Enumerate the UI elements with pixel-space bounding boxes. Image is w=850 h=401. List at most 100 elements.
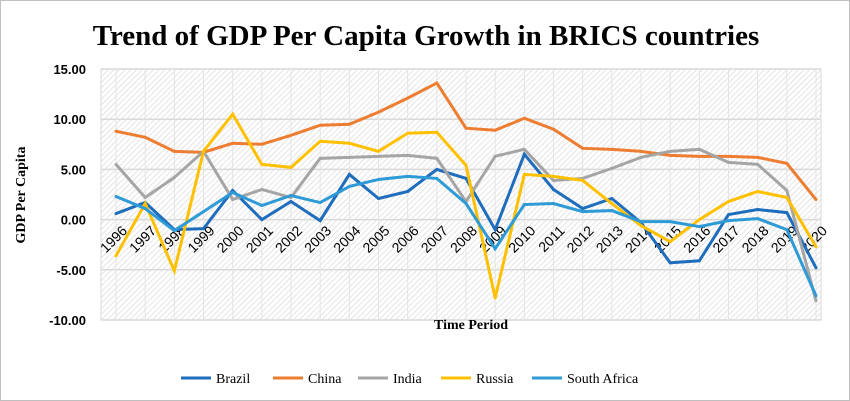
- legend-label: China: [308, 372, 342, 387]
- legend-label: India: [393, 372, 423, 387]
- data-point: [639, 220, 643, 224]
- legend-item: Brazil: [181, 372, 250, 387]
- data-point: [114, 129, 118, 133]
- data-point: [260, 204, 264, 208]
- data-point: [581, 210, 585, 214]
- data-point: [785, 196, 789, 200]
- data-point: [260, 142, 264, 146]
- data-point: [202, 149, 205, 153]
- data-point: [172, 149, 176, 153]
- data-point: [260, 162, 264, 166]
- data-point: [727, 154, 730, 158]
- data-point: [318, 156, 322, 160]
- data-point: [697, 154, 701, 158]
- data-point: [377, 197, 380, 201]
- data-point: [231, 112, 235, 116]
- data-point: [668, 153, 672, 157]
- data-point: [143, 196, 147, 200]
- data-point: [697, 147, 701, 151]
- data-point: [464, 126, 468, 130]
- data-point: [231, 190, 235, 194]
- x-axis-label: Time Period: [434, 318, 508, 333]
- data-point: [785, 211, 789, 215]
- data-point: [756, 217, 760, 221]
- data-point: [814, 266, 818, 270]
- data-point: [289, 194, 293, 198]
- legend-item: Russia: [441, 372, 514, 387]
- y-tick-label: 15.00: [53, 62, 86, 77]
- data-point: [406, 153, 410, 157]
- data-point: [406, 96, 410, 100]
- data-point: [493, 296, 497, 300]
- data-point: [668, 240, 672, 244]
- data-point: [727, 219, 730, 223]
- data-point: [581, 146, 585, 150]
- data-point: [172, 269, 176, 273]
- data-point: [756, 162, 760, 166]
- legend-item: South Africa: [532, 372, 639, 387]
- data-point: [493, 247, 497, 251]
- data-point: [435, 167, 439, 171]
- data-point: [785, 188, 789, 192]
- data-point: [435, 156, 439, 160]
- data-point: [668, 220, 672, 224]
- data-point: [172, 175, 176, 179]
- data-point: [610, 209, 614, 213]
- data-point: [464, 163, 468, 167]
- data-point: [522, 152, 526, 156]
- data-point: [727, 213, 730, 217]
- data-point: [522, 172, 526, 176]
- data-point: [814, 299, 818, 303]
- data-point: [697, 259, 701, 263]
- data-point: [756, 189, 760, 193]
- legend-item: China: [273, 372, 342, 387]
- chart-title: Trend of GDP Per Capita Growth in BRICS …: [93, 20, 760, 52]
- data-point: [318, 219, 322, 223]
- legend-item: India: [358, 372, 423, 387]
- data-point: [406, 131, 410, 135]
- data-point: [347, 155, 351, 159]
- data-point: [493, 228, 497, 232]
- data-point: [522, 116, 526, 120]
- data-point: [552, 187, 555, 191]
- data-point: [143, 202, 147, 206]
- data-point: [260, 218, 264, 222]
- data-point: [814, 198, 818, 202]
- data-point: [435, 130, 439, 134]
- data-point: [377, 149, 380, 153]
- data-point: [610, 202, 614, 206]
- data-point: [552, 202, 555, 206]
- data-point: [318, 201, 322, 205]
- data-point: [202, 227, 205, 231]
- data-point: [347, 122, 351, 126]
- data-point: [727, 200, 730, 204]
- data-point: [377, 177, 380, 181]
- data-point: [172, 229, 176, 233]
- data-point: [202, 210, 205, 214]
- data-point: [464, 176, 468, 180]
- data-point: [318, 139, 322, 143]
- data-point: [785, 161, 789, 165]
- data-point: [493, 154, 497, 158]
- data-point: [260, 187, 264, 191]
- data-point: [668, 261, 672, 265]
- data-point: [143, 207, 147, 211]
- legend-label: South Africa: [567, 372, 639, 387]
- y-tick-label: 10.00: [53, 112, 86, 127]
- data-point: [552, 178, 555, 182]
- y-tick-label: -5.00: [56, 263, 86, 278]
- data-point: [289, 133, 293, 137]
- data-point: [114, 195, 118, 199]
- data-point: [347, 172, 351, 176]
- data-point: [289, 165, 293, 169]
- data-point: [610, 147, 614, 151]
- legend: Brazil China India Russia South Africa: [181, 372, 639, 387]
- data-point: [697, 218, 701, 222]
- data-point: [639, 155, 643, 159]
- data-point: [639, 224, 643, 228]
- data-point: [318, 123, 322, 127]
- data-point: [143, 135, 147, 139]
- data-point: [522, 147, 526, 151]
